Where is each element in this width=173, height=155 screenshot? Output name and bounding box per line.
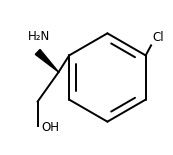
Polygon shape	[35, 49, 59, 72]
Text: H₂N: H₂N	[28, 30, 50, 43]
Text: Cl: Cl	[152, 31, 163, 44]
Text: OH: OH	[42, 121, 60, 134]
